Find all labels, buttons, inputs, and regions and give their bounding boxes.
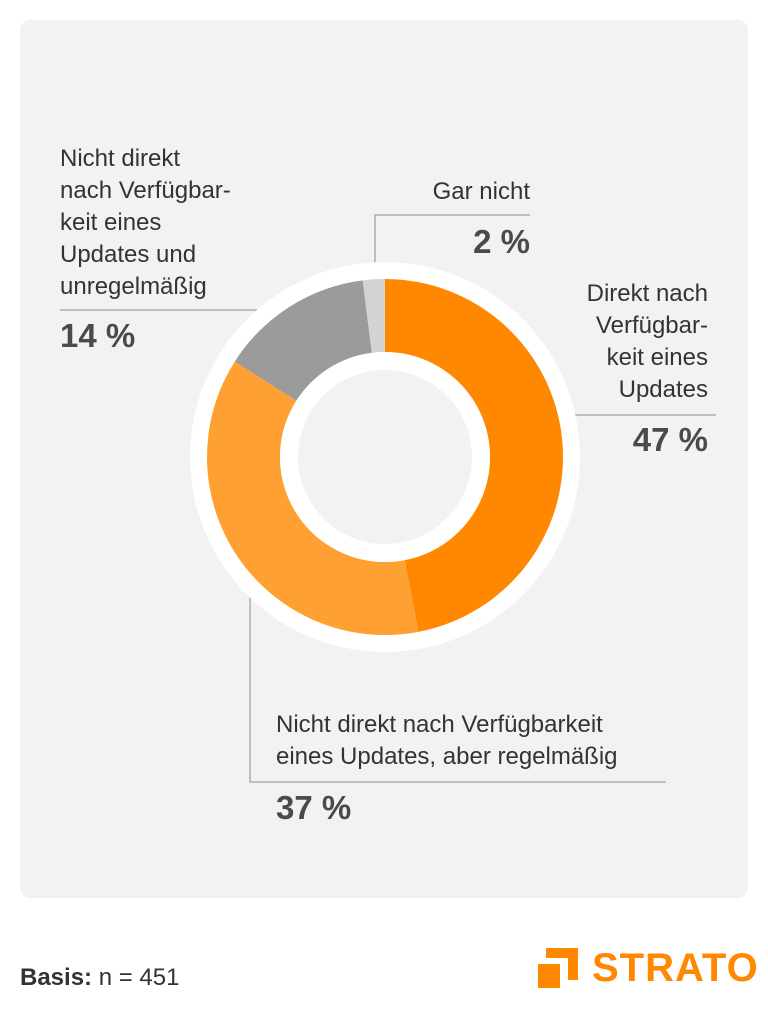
slice-unregelmaessig xyxy=(234,280,372,401)
basis-label: Basis: xyxy=(20,964,93,991)
value-label-direkt: 47 % xyxy=(632,421,708,458)
label-unregelmaessig: Nicht direkt nach Verfügbar- keit eines … xyxy=(60,145,231,300)
slice-regelmaessig xyxy=(207,361,419,635)
donut-hole xyxy=(298,370,472,544)
strato-logo-text: STRATO xyxy=(592,945,759,990)
leader-line-gar-nicht xyxy=(374,214,530,268)
slice-direkt xyxy=(385,279,563,632)
basis-note: Basis: n = 451 xyxy=(20,964,179,992)
value-label-gar-nicht: 2 % xyxy=(473,223,530,260)
label-gar-nicht: Gar nicht xyxy=(432,178,530,205)
value-label-unregelmaessig: 14 % xyxy=(60,317,136,354)
label-regelmaessig: Nicht direkt nach Verfügbarkeit eines Up… xyxy=(276,711,618,770)
label-direkt: Direkt nach Verfügbar- keit eines Update… xyxy=(586,280,708,403)
donut-slices xyxy=(207,279,563,635)
strato-logo: STRATO xyxy=(536,940,759,996)
leader-line-regelmaessig xyxy=(249,590,666,783)
value-label-regelmaessig: 37 % xyxy=(276,789,352,826)
strato-logo-icon xyxy=(538,948,578,988)
slice-gar-nicht xyxy=(362,279,385,353)
basis-value: n = 451 xyxy=(92,964,180,991)
